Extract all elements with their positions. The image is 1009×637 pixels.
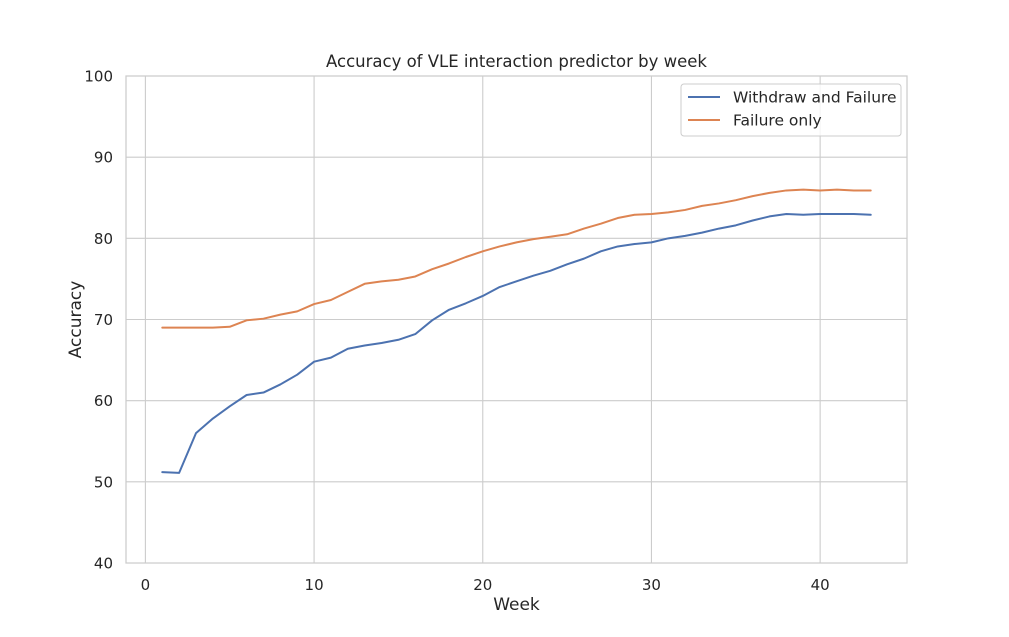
series-line-failure-only xyxy=(161,188,872,329)
x-tick-label: 10 xyxy=(305,576,324,594)
legend-label-withdraw-and-failure: Withdraw and Failure xyxy=(733,89,897,107)
series-lines xyxy=(161,188,872,474)
x-axis-label: Week xyxy=(493,595,540,615)
y-tick-label: 70 xyxy=(94,311,113,329)
x-tick-label: 40 xyxy=(811,576,830,594)
y-tick-label: 60 xyxy=(94,392,113,410)
chart-title: Accuracy of VLE interaction predictor by… xyxy=(326,52,707,71)
x-tick-label: 0 xyxy=(141,576,151,594)
y-tick-label: 80 xyxy=(94,230,113,248)
x-tick-label: 20 xyxy=(473,576,492,594)
legend-box xyxy=(680,83,902,137)
y-tick-label: 50 xyxy=(94,473,113,491)
plot-frame xyxy=(125,75,908,564)
grid xyxy=(126,75,907,564)
legend: Withdraw and Failure Failure only xyxy=(680,83,902,137)
y-axis-label: Accuracy xyxy=(66,281,86,359)
tick-labels: 0 10 20 30 40 40 50 60 70 80 90 100 xyxy=(84,68,829,595)
y-tick-label: 90 xyxy=(94,149,113,167)
y-tick-label: 100 xyxy=(84,68,113,86)
series-line-withdraw-and-failure xyxy=(161,212,872,474)
x-tick-label: 30 xyxy=(642,576,661,594)
legend-label-failure-only: Failure only xyxy=(733,112,822,130)
y-tick-label: 40 xyxy=(94,555,113,573)
